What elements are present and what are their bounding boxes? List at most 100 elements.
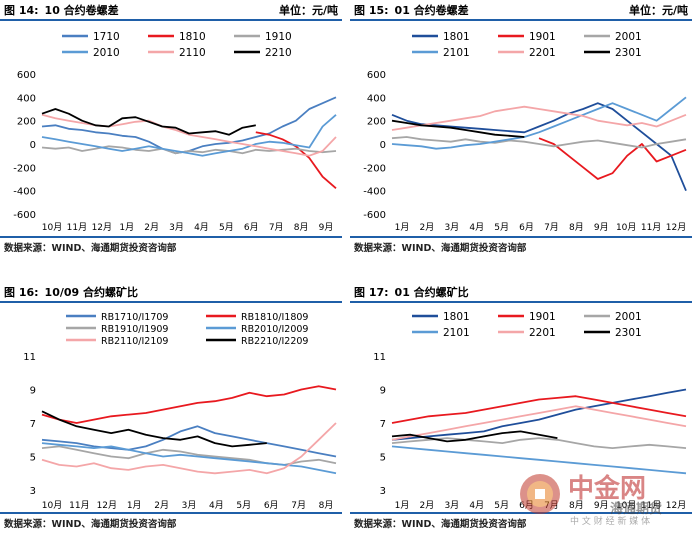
legend-label: 1901: [529, 31, 556, 43]
series-line-2301: [391, 119, 525, 138]
unit-label: 单位：元/吨: [628, 4, 688, 17]
watermark-logo: 中金网 海通期货 中 文 财 经 新 媒 体: [518, 468, 688, 527]
chart-title: 图 16: 10/09 合约螺矿比: [4, 284, 144, 300]
legend-label: 2101: [443, 327, 470, 339]
y-tick-label: 7: [30, 419, 36, 430]
legend-label: RB1910/I1909: [101, 324, 168, 335]
x-tick-label: 3月: [182, 500, 197, 511]
coin-icon: [520, 474, 560, 514]
x-tick-label: 7月: [544, 222, 559, 233]
y-tick-label: 9: [380, 386, 386, 397]
x-tick-label: 7月: [269, 222, 284, 233]
x-tick-label: 9月: [594, 500, 609, 511]
legend-label: 1901: [529, 311, 556, 323]
source-note: 数据来源：WIND、海通期货投资咨询部: [4, 519, 177, 530]
series-line-1801: [391, 102, 687, 192]
series-line-RB1710-I1709: [41, 425, 337, 458]
x-tick-label: 1月: [395, 500, 410, 511]
figure-title: 01 合约卷螺差: [394, 4, 469, 17]
source-note: 数据来源：WIND、海通期货投资咨询部: [354, 519, 527, 530]
x-tick-label: 8月: [569, 500, 584, 511]
y-tick-label: 400: [17, 93, 36, 104]
x-tick-label: 11月: [641, 222, 661, 233]
x-tick-label: 10月: [42, 500, 62, 511]
title-rule: [0, 301, 342, 303]
legend-label: 2110: [179, 47, 206, 59]
series-line-2210: [41, 108, 256, 136]
legend-label: 1801: [443, 31, 470, 43]
chart-svg-16: 11 9 7 5 3 10月 11月 12月 1月 2月 3月 4月 5月 6月 7月 8月 RB1710/I1…: [23, 312, 337, 511]
legend-label: 1810: [179, 31, 206, 43]
series-line-RB2110-I2109: [41, 422, 337, 475]
y-tick-label: 3: [30, 486, 36, 497]
y-tick-label: 600: [17, 70, 36, 81]
x-tick-label: 8月: [294, 222, 309, 233]
legend-label: 2001: [615, 31, 642, 43]
x-tick-label: 3月: [444, 500, 459, 511]
figure-number: 图 14:: [4, 4, 39, 17]
chart-panel-15: 图 15: 01 合约卷螺差 单位：元/吨 600 400 200 0 -200 -400 -…: [350, 0, 692, 262]
y-tick-label: 9: [30, 386, 36, 397]
y-tick-label: -200: [13, 163, 36, 174]
x-tick-label: 5月: [219, 222, 234, 233]
figure-number: 图 17:: [354, 286, 389, 299]
x-tick-label: 2月: [144, 222, 159, 233]
series-line-1801: [391, 388, 687, 441]
x-tick-label: 10月: [616, 500, 636, 511]
series-line-2101: [391, 96, 687, 150]
x-tick-label: 4月: [469, 222, 484, 233]
x-tick-label: 7月: [291, 500, 306, 511]
x-tick-label: 8月: [319, 500, 334, 511]
y-tick-label: 200: [17, 117, 36, 128]
x-tick-label: 12月: [666, 500, 686, 511]
x-tick-label: 4月: [209, 500, 224, 511]
y-tick-label: 5: [30, 453, 36, 464]
series-line-2001: [391, 136, 687, 149]
legend-label: 2201: [529, 327, 556, 339]
x-tick-label: 6月: [244, 222, 259, 233]
x-tick-label: 2月: [420, 500, 435, 511]
watermark-tagline: 中 文 财 经 新 媒 体: [570, 517, 651, 527]
y-tick-label: 5: [380, 453, 386, 464]
x-tick-label: 1月: [127, 500, 142, 511]
x-tick-label: 8月: [569, 222, 584, 233]
series-line-RB1810-I1809: [41, 385, 337, 424]
legend-label: 2201: [529, 47, 556, 59]
y-tick-label: 600: [367, 70, 386, 81]
series-line-RB2210-I2209: [41, 410, 267, 448]
legend-label: 1801: [443, 311, 470, 323]
x-tick-label: 11月: [69, 500, 89, 511]
legend-label: 2010: [93, 47, 120, 59]
y-tick-label: 200: [367, 117, 386, 128]
chart-panel-16: 图 16: 10/09 合约螺矿比 11 9 7 5 3 10月 11月 12月 1月 2月 3月 4月…: [0, 282, 342, 544]
chart-svg-15: 600 400 200 0 -200 -400 -600 1月 2月 3月 4月 5月 6月 7月 8月 9月…: [363, 31, 687, 233]
footer-rule: [350, 512, 692, 514]
legend-label: 1910: [265, 31, 292, 43]
source-note: 数据来源：WIND、海通期货投资咨询部: [354, 243, 527, 254]
legend-label: 2301: [615, 47, 642, 59]
y-tick-label: -600: [13, 210, 36, 221]
figure-title: 01 合约螺矿比: [394, 286, 469, 299]
y-tick-label: -600: [363, 210, 386, 221]
chart-panel-14: 图 14: 10 合约卷螺差 单位：元/吨 600 400 200 0 -200 -400 -…: [0, 0, 342, 262]
figure-title: 10 合约卷螺差: [44, 4, 119, 17]
legend-label: 2101: [443, 47, 470, 59]
legend-label: 2210: [265, 47, 292, 59]
legend-label: RB2110/I2109: [101, 336, 168, 347]
chart-title: 图 15: 01 合约卷螺差: [354, 2, 475, 18]
x-tick-label: 5月: [494, 500, 509, 511]
x-tick-label: 11月: [67, 222, 87, 233]
x-tick-label: 5月: [236, 500, 251, 511]
x-tick-label: 12月: [92, 222, 112, 233]
chart-svg-14: 600 400 200 0 -200 -400 -600 10月 11月 12月 1月 2月 3月 4月 5…: [13, 31, 337, 233]
legend-label: 1710: [93, 31, 120, 43]
watermark-sub: 海通期货: [610, 502, 663, 517]
footer-rule: [0, 512, 342, 514]
x-tick-label: 4月: [194, 222, 209, 233]
x-tick-label: 4月: [469, 500, 484, 511]
unit-label: 单位：元/吨: [278, 4, 338, 17]
source-note: 数据来源：WIND、海通期货投资咨询部: [4, 243, 177, 254]
x-tick-label: 10月: [42, 222, 62, 233]
x-tick-label: 9月: [319, 222, 334, 233]
x-tick-label: 12月: [97, 500, 117, 511]
